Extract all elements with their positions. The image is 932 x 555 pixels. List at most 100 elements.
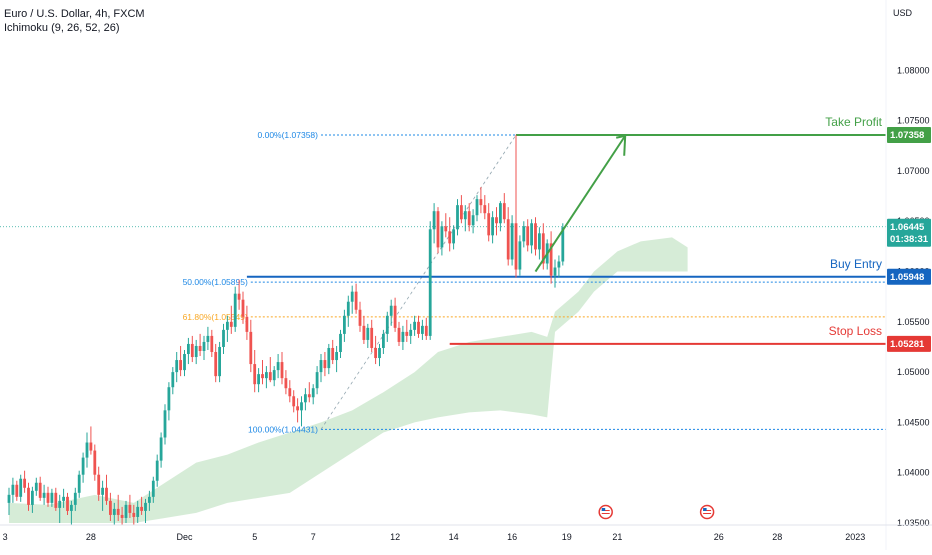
candle-body [436,211,440,248]
candle-body [31,490,34,505]
candle-body [385,315,389,334]
candle-body [444,226,448,232]
candle-body [42,492,46,498]
candle-body [265,372,268,379]
cloud-fill [9,237,688,523]
candle-body [210,335,214,353]
fibonacci-retracement: 0.00%(1.07358) 50.00%(1.05895) 61.80%(1.05… [0,130,886,434]
candle-body [541,233,545,264]
candle-body [393,305,397,328]
take-profit-tag-text: 1.07358 [890,130,924,141]
candle-body [38,482,42,498]
time-tick-label: 3 [3,532,8,542]
candle-body [288,388,292,397]
candle-body [105,487,108,501]
candle-body [319,360,323,373]
candle-body [151,480,155,497]
candle-body [218,346,221,377]
candle-body [198,345,202,351]
candle-body [506,219,510,260]
time-tick-label: 28 [86,532,96,542]
time-tick-label: 2023 [845,532,865,542]
symbol-title: Euro / U.S. Dollar, 4h, FXCM [4,8,145,20]
candle-body [300,402,303,411]
candle-body [538,233,541,250]
candle-body [483,205,487,214]
stop-loss-tag-bg [887,335,931,352]
candle-body [50,492,54,503]
candle-body [463,211,467,220]
candle-body [561,227,565,262]
candle-body [456,205,459,230]
candle-body [499,203,502,224]
candle-body [272,370,276,381]
candle-body [124,504,128,518]
candle-body [93,450,97,475]
candle-body [202,341,206,351]
candle-body [432,211,436,230]
candle-body [187,343,190,355]
candle-body [428,229,432,336]
candle-body [222,329,225,347]
price-tick-label: 1.07500 [897,116,930,126]
arrow-shaft [534,135,627,273]
candle-body [81,457,85,475]
last-price-tag-text: 1.06445 [890,222,925,233]
ichimoku-cloud [9,237,688,523]
price-axis: USD1.080001.075001.070001.065001.060001.… [885,0,931,550]
candle-body [397,327,401,342]
candle-body [522,226,526,242]
us-flag-event-icon [699,504,715,520]
candle-body [89,442,93,451]
candle-body [120,514,124,518]
candle-body [54,492,58,508]
candle-body [296,406,299,411]
candle-body [374,347,377,359]
event-markers [598,504,715,520]
trade-levels [246,133,886,345]
price-tick-label: 1.08000 [897,65,930,75]
candle-body [280,362,284,379]
candle-body [233,293,237,327]
candle-body [417,321,420,334]
candle-body [382,333,385,348]
candle-body [97,474,101,495]
candle-body [307,394,311,398]
us-flag-event-icon [598,504,613,520]
price-tick-label: 1.04500 [897,417,930,427]
candle-body [475,199,479,216]
candle-body [257,374,260,385]
target-arrow [534,134,627,273]
candle-body [421,325,424,334]
candle-body [34,482,38,491]
candle-body [553,267,557,276]
candle-body [471,215,475,226]
currency-label: USD [893,8,913,18]
candle-body [46,492,50,503]
candle-body [163,410,167,438]
candle-body [268,372,272,381]
candle-body [510,223,514,260]
stop-loss-label: Stop Loss [829,324,882,338]
candle-body [362,325,366,340]
candle-body [15,484,19,497]
candle-body [331,347,335,361]
candle-body [148,496,151,503]
time-tick-label: 16 [507,532,517,542]
candle-body [66,496,69,511]
flag-canton [703,508,707,511]
candle-body [109,500,112,515]
candle-body [237,293,241,300]
candle-body [327,347,331,369]
time-tick-label: 7 [311,532,316,542]
time-tick-label: 19 [562,532,572,542]
candle-body [534,223,537,250]
candle-body [518,241,522,270]
candle-body [491,217,494,236]
price-tick-label: 1.07000 [897,166,930,176]
last-price-tag-bg [887,218,931,247]
candle-body [440,226,444,248]
candle-body [175,360,179,373]
